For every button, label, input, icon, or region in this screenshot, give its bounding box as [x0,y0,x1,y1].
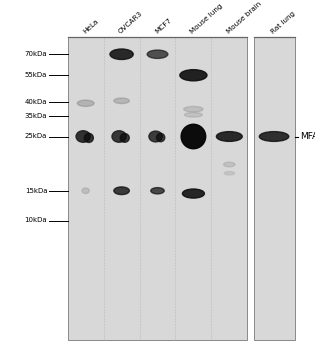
Text: 55kDa: 55kDa [25,72,47,78]
Ellipse shape [151,188,164,194]
Text: HeLa: HeLa [82,18,99,35]
Ellipse shape [157,133,165,142]
Text: 40kDa: 40kDa [25,98,47,105]
Text: 10kDa: 10kDa [25,217,47,224]
Ellipse shape [181,124,206,149]
Text: 25kDa: 25kDa [25,133,47,140]
Ellipse shape [216,132,242,141]
Bar [68,37,247,340]
Ellipse shape [180,70,207,81]
Ellipse shape [120,134,129,142]
Ellipse shape [84,133,93,142]
Ellipse shape [149,131,162,142]
Bar [254,37,295,340]
Text: MFAP2: MFAP2 [300,132,315,141]
Text: Mouse lung: Mouse lung [189,3,224,35]
Text: Mouse brain: Mouse brain [225,1,262,35]
Ellipse shape [184,106,203,112]
Text: OVCAR3: OVCAR3 [117,10,144,35]
Ellipse shape [182,189,204,198]
Ellipse shape [147,50,168,58]
Ellipse shape [114,187,129,195]
Ellipse shape [82,188,89,194]
Text: Rat lung: Rat lung [270,10,296,35]
Text: 70kDa: 70kDa [25,51,47,57]
Ellipse shape [77,100,94,106]
Ellipse shape [114,98,129,104]
Ellipse shape [112,131,126,142]
Ellipse shape [224,172,234,175]
Ellipse shape [259,132,289,141]
Text: MCF7: MCF7 [153,17,172,35]
Ellipse shape [224,162,235,167]
Text: 35kDa: 35kDa [25,112,47,119]
Ellipse shape [76,131,90,142]
Ellipse shape [184,112,203,117]
Text: 15kDa: 15kDa [25,188,47,194]
Ellipse shape [110,49,133,60]
